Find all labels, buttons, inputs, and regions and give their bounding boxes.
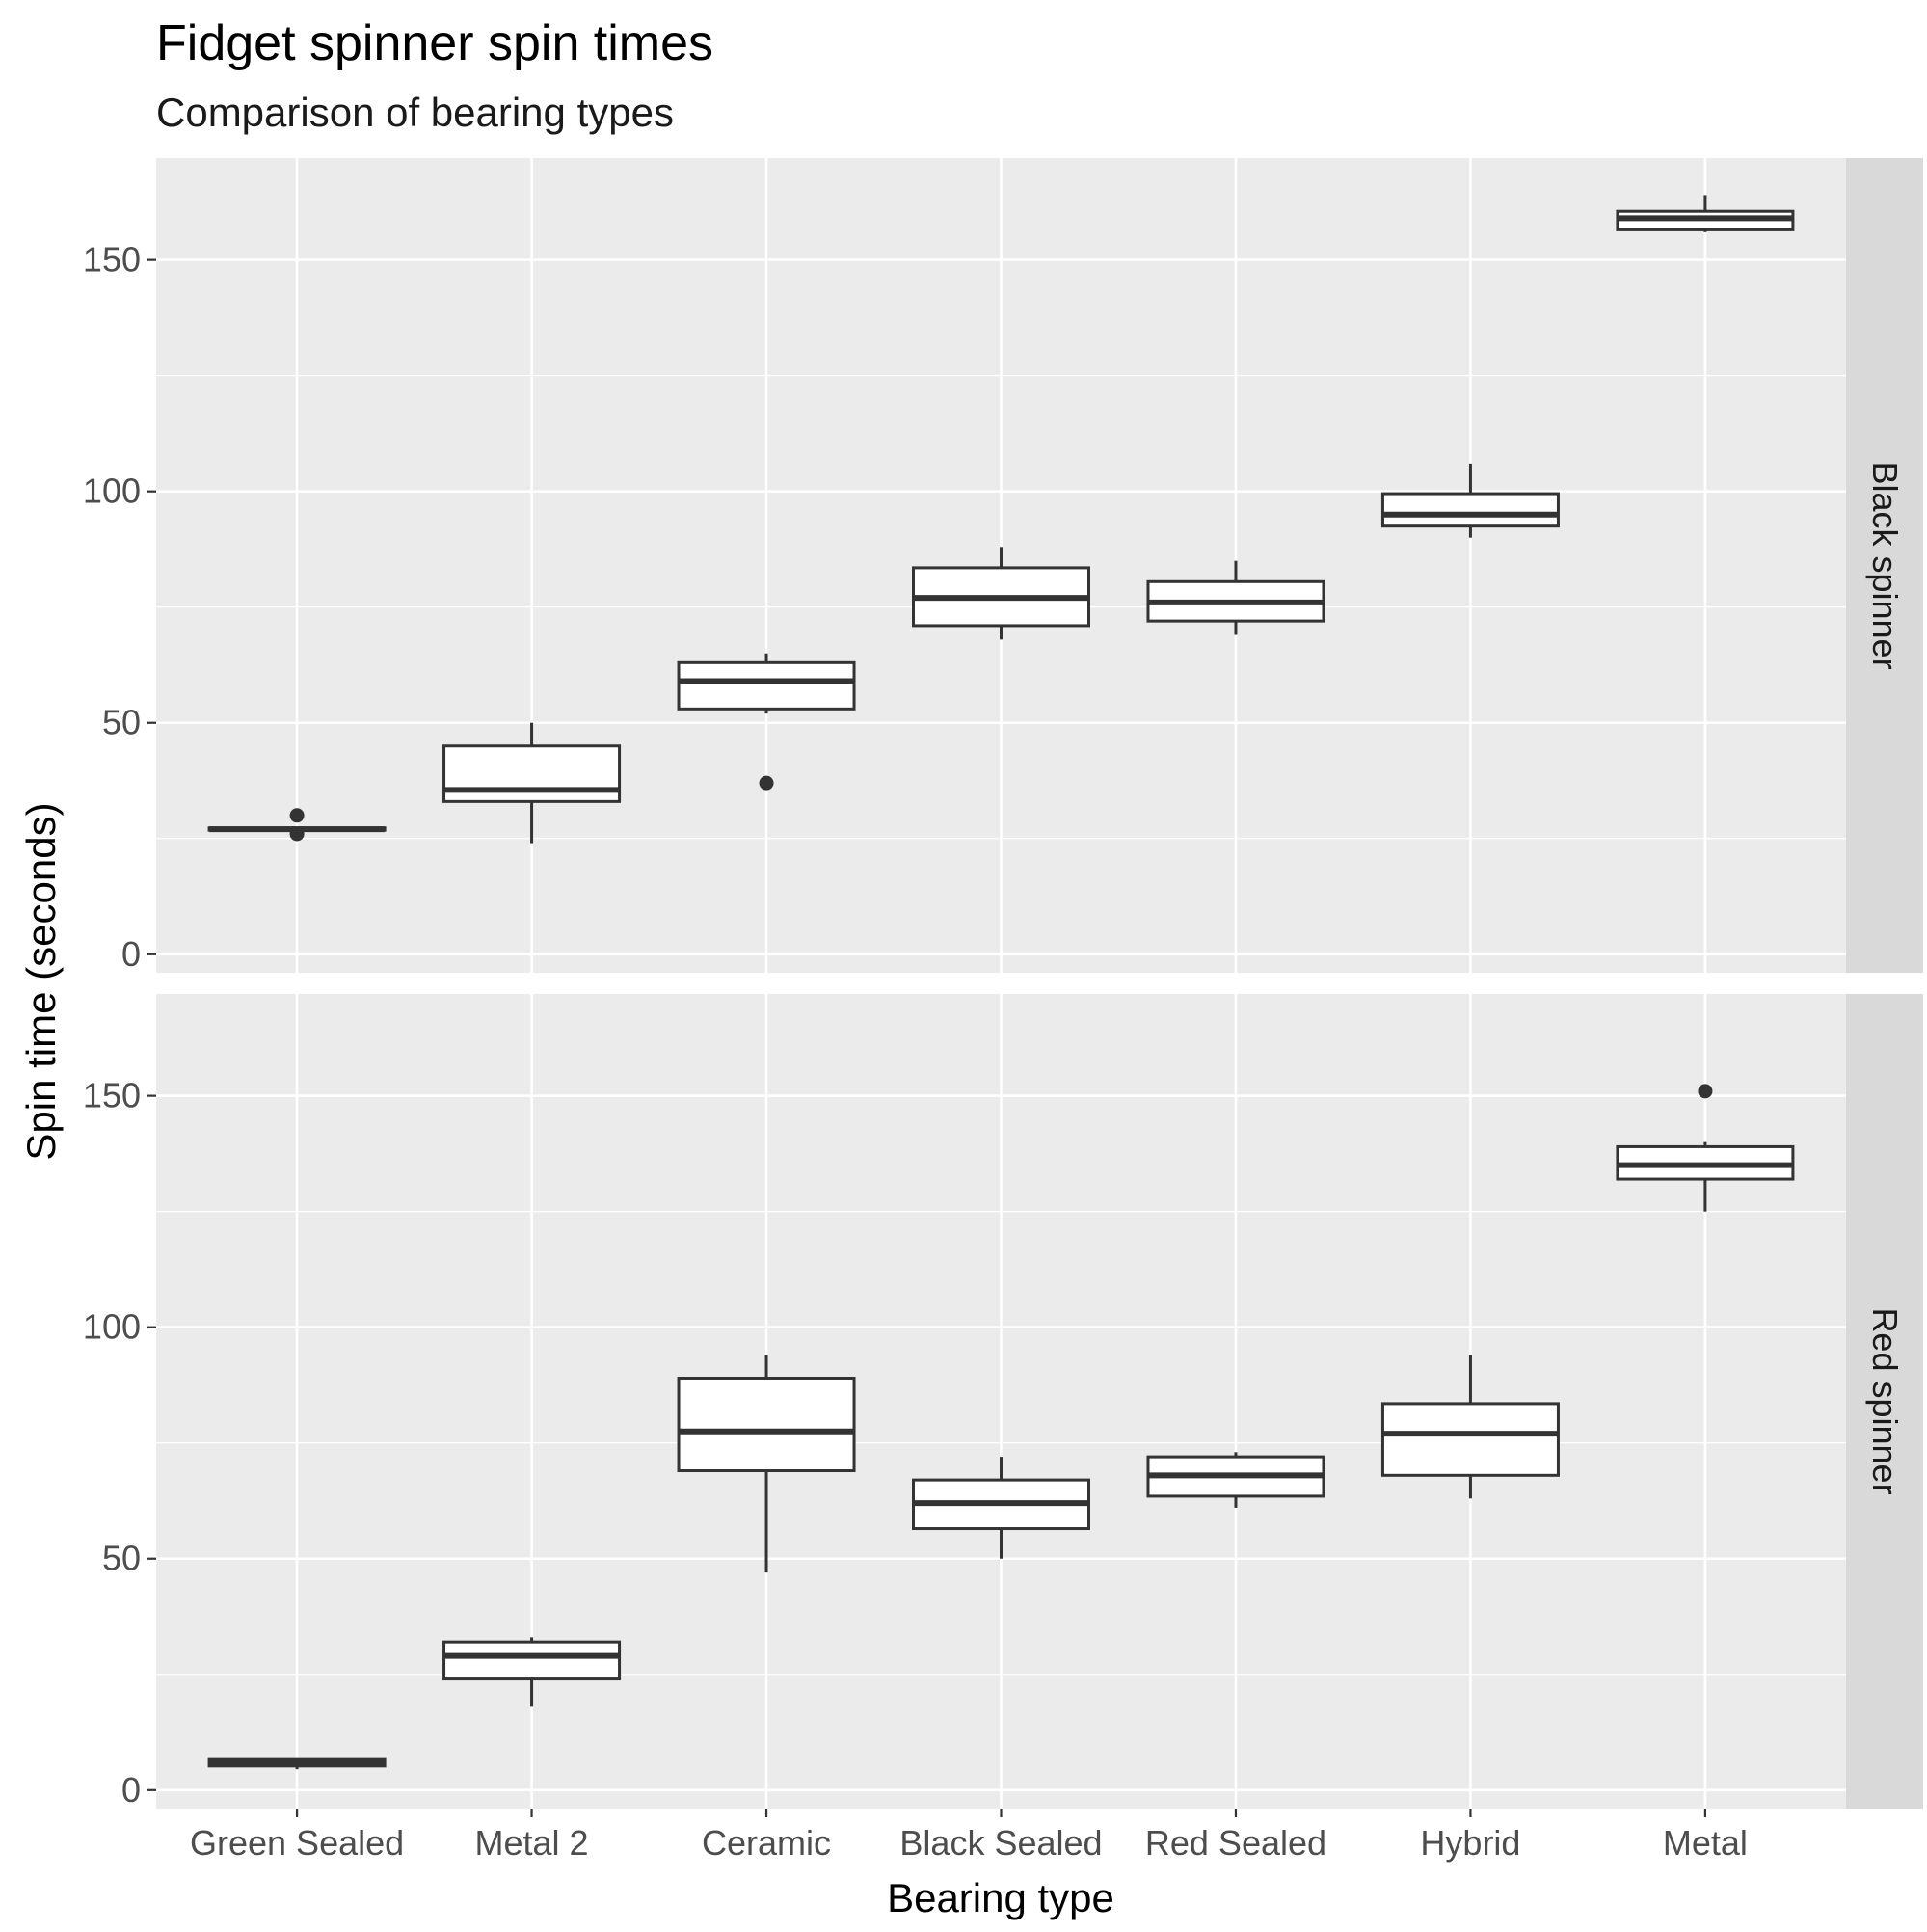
outlier-point — [759, 775, 774, 791]
box-black-sealed — [912, 1457, 1090, 1559]
chart-subtitle: Comparison of bearing types — [156, 90, 674, 135]
facet-strip-label: Red spinner — [1865, 1307, 1905, 1494]
box-metal — [1616, 195, 1795, 232]
facet-panel-black-spinner: 0 50 100 150 Black spinner — [83, 158, 1923, 974]
box-hybrid — [1380, 463, 1560, 538]
y-tick-label: 50 — [102, 1539, 141, 1578]
facet-panels: 0 50 100 150 Black spinner 0 50 100 150 Red spinn… — [83, 158, 1923, 1810]
x-tick-label-hybrid: Hybrid — [1420, 1823, 1520, 1863]
box-iqr — [677, 1376, 856, 1473]
y-tick-label: 150 — [83, 240, 141, 280]
facet-strip-label: Black spinner — [1865, 461, 1905, 669]
box-metal-2 — [442, 722, 622, 844]
box-ceramic — [677, 1355, 856, 1573]
y-tick-label: 100 — [83, 1307, 141, 1347]
y-tick-label: 150 — [83, 1076, 141, 1115]
outlier-point — [289, 808, 305, 823]
y-tick-label: 0 — [121, 1770, 141, 1810]
box-red-sealed — [1146, 1452, 1325, 1508]
x-tick-label-black-sealed: Black Sealed — [899, 1823, 1102, 1863]
x-tick-label-metal-2: Metal 2 — [475, 1823, 589, 1863]
facet-strip — [1846, 994, 1923, 1809]
x-tick-label-red-sealed: Red Sealed — [1145, 1823, 1326, 1863]
box-green-sealed — [207, 808, 387, 842]
x-tick-label-green-sealed: Green Sealed — [190, 1823, 404, 1863]
box-iqr — [1380, 1402, 1560, 1477]
x-axis: Green Sealed Metal 2 Ceramic Black Sealed Re… — [190, 1809, 1748, 1863]
box-iqr — [677, 660, 856, 711]
y-tick-label: 50 — [102, 703, 141, 742]
facet-strip — [1846, 158, 1923, 973]
x-tick-label-ceramic: Ceramic — [702, 1823, 831, 1863]
y-axis-title: Spin time (seconds) — [18, 802, 64, 1160]
outlier-point — [1698, 1084, 1713, 1099]
box-metal-2 — [442, 1637, 622, 1707]
box-hybrid — [1380, 1355, 1560, 1499]
y-tick-label: 100 — [83, 471, 141, 511]
box-red-sealed — [1146, 560, 1325, 635]
facet-panel-red-spinner: 0 50 100 150 Red spinner — [83, 994, 1923, 1810]
box-metal — [1616, 1084, 1795, 1212]
box-ceramic — [677, 653, 856, 791]
y-tick-label: 0 — [121, 934, 141, 974]
outlier-point — [289, 826, 305, 842]
box-iqr — [442, 1640, 622, 1681]
x-axis-title: Bearing type — [887, 1875, 1114, 1920]
chart-title: Fidget spinner spin times — [156, 15, 713, 71]
box-green-sealed — [207, 1757, 387, 1770]
box-black-sealed — [912, 547, 1090, 640]
box-iqr — [442, 744, 622, 803]
x-tick-label-metal: Metal — [1663, 1823, 1748, 1863]
box-iqr — [1380, 492, 1560, 528]
